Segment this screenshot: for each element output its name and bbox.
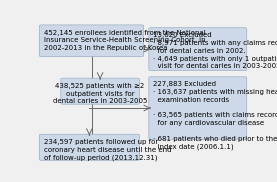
Text: 13,620 Excluded
· 8,971 patients with any claims records
  for dental caries in : 13,620 Excluded · 8,971 patients with an… bbox=[153, 32, 277, 69]
Text: 452,145 enrollees identified from the National
Insurance Service-Health Screenin: 452,145 enrollees identified from the Na… bbox=[44, 29, 205, 51]
Text: 234,597 patients followed up for
coronary heart disease until the end
of follow-: 234,597 patients followed up for coronar… bbox=[44, 139, 171, 161]
FancyBboxPatch shape bbox=[149, 28, 247, 71]
FancyBboxPatch shape bbox=[61, 78, 139, 104]
FancyBboxPatch shape bbox=[39, 134, 139, 160]
Text: 227,883 Excluded
· 163,637 patients with missing health
  examination records

·: 227,883 Excluded · 163,637 patients with… bbox=[153, 81, 277, 150]
FancyBboxPatch shape bbox=[149, 77, 247, 139]
FancyBboxPatch shape bbox=[39, 25, 144, 57]
Text: 438,525 patients with ≥2
outpatient visits for
dental caries in 2003-2005: 438,525 patients with ≥2 outpatient visi… bbox=[53, 83, 147, 104]
